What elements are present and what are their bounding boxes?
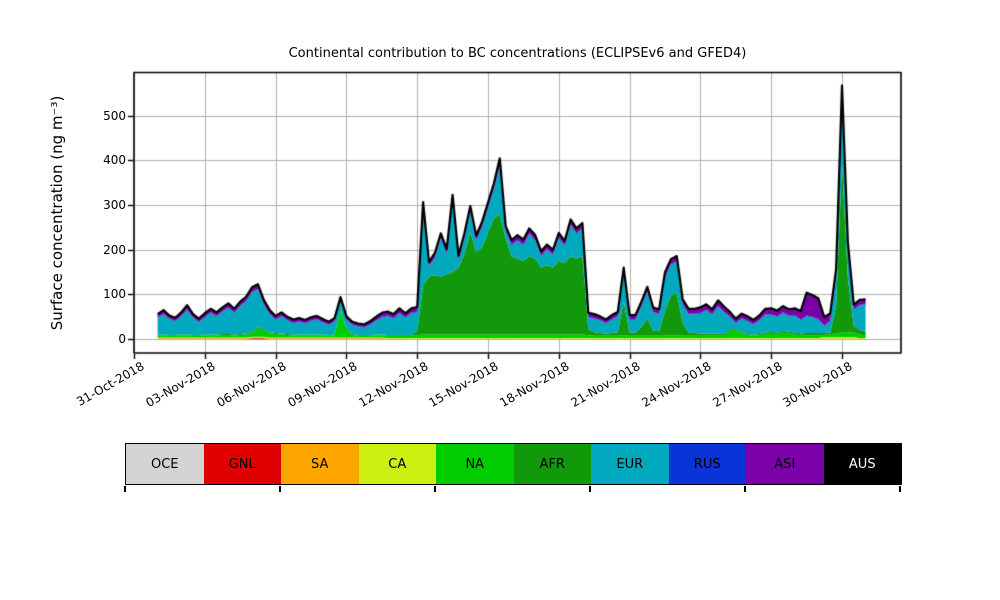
legend-label: CA <box>388 456 407 472</box>
legend-item-eur: EUR <box>591 444 669 484</box>
legend-item-sa: SA <box>281 444 359 484</box>
legend: OCE GNL SA CA NA AFR EUR RUS ASI AUS <box>124 443 902 499</box>
legend-item-ca: CA <box>358 444 436 484</box>
legend-tick <box>589 486 591 492</box>
legend-item-na: NA <box>436 444 514 484</box>
legend-label: ASI <box>774 456 796 472</box>
y-tick-label: 500 <box>103 108 126 123</box>
legend-item-aus: AUS <box>823 444 901 484</box>
y-tick-label: 200 <box>103 242 126 257</box>
legend-item-gnl: GNL <box>203 444 281 484</box>
legend-label: AFR <box>539 456 565 472</box>
legend-label: GNL <box>228 456 256 472</box>
y-tick-label: 300 <box>103 198 126 213</box>
y-tick-label: 0 <box>118 332 126 347</box>
legend-tick <box>124 486 126 492</box>
chart-title: Continental contribution to BC concentra… <box>288 46 747 61</box>
y-tick-label: 100 <box>103 287 126 302</box>
legend-label: EUR <box>616 456 644 472</box>
y-tick-label: 400 <box>103 153 126 168</box>
legend-tick <box>434 486 436 492</box>
legend-strip: OCE GNL SA CA NA AFR EUR RUS ASI AUS <box>125 443 902 485</box>
legend-item-asi: ASI <box>746 444 824 484</box>
legend-tick <box>899 486 901 492</box>
legend-label: SA <box>311 456 329 472</box>
legend-item-oce: OCE <box>126 444 204 484</box>
legend-item-afr: AFR <box>513 444 591 484</box>
y-axis-label: Surface concentration (ng m⁻³) <box>48 95 66 331</box>
legend-label: AUS <box>848 456 876 472</box>
legend-label: NA <box>465 456 485 472</box>
legend-item-rus: RUS <box>668 444 746 484</box>
legend-tick <box>744 486 746 492</box>
legend-label: OCE <box>150 456 179 472</box>
legend-tick <box>279 486 281 492</box>
legend-label: RUS <box>693 456 721 472</box>
